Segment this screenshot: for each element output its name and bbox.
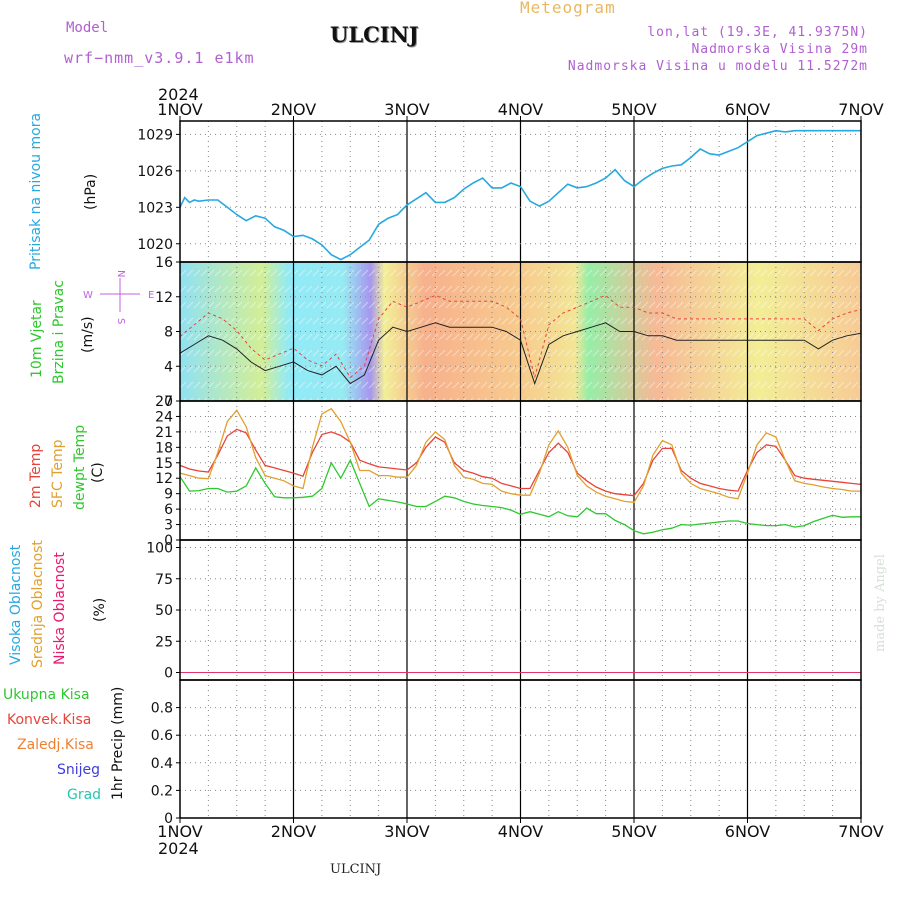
y-tick-label: 16 — [155, 255, 173, 271]
wind-barbs-pattern — [179, 269, 866, 405]
y-tick-label: 15 — [155, 456, 173, 472]
y-tick-label: 12 — [155, 290, 173, 306]
y-tick-label: 25 — [155, 634, 173, 650]
y-tick-label: 0.4 — [151, 756, 173, 772]
y-tick-label: 27 — [155, 394, 173, 410]
wind-compass-icon: N W E S — [83, 270, 154, 324]
altitude-label: Nadmorska Visina 29m — [691, 42, 868, 57]
y-tick-label: 1023 — [137, 200, 173, 216]
x-tick-label-bottom: 1NOV — [157, 822, 202, 841]
x-tick-label-top: 1NOV — [157, 100, 202, 119]
compass-north: N — [115, 270, 126, 277]
y-tick-label: 0 — [164, 811, 173, 827]
y-tick-label: 12 — [155, 471, 173, 487]
year-label-bottom: 2024 — [158, 839, 199, 858]
y-tick-label: 0.8 — [151, 701, 173, 717]
x-tick-label-bottom: 3NOV — [384, 822, 429, 841]
y-tick-label: 9 — [164, 487, 173, 503]
y-tick-label: 0 — [164, 394, 173, 410]
y-tick-label: 1020 — [137, 237, 173, 253]
footer-station: ULCINJ — [330, 862, 382, 877]
x-tick-label-bottom: 7NOV — [838, 822, 883, 841]
y-tick-label: 18 — [155, 440, 173, 456]
wind-speed-line — [179, 322, 862, 386]
lonlat-label: lon,lat (19.3E, 41.9375N) — [647, 25, 868, 40]
y-tick-label: 6 — [164, 502, 173, 518]
x-tick-label-bottom: 5NOV — [611, 822, 656, 841]
y-tick-label: 1026 — [137, 164, 173, 180]
y-tick-label: 21 — [155, 425, 173, 441]
y-tick-label: 0.2 — [151, 783, 173, 799]
precip-total-label: Ukupna Kisa — [3, 687, 90, 703]
meteogram-label: Meteogram — [520, 0, 616, 17]
y-tick-label: 0 — [164, 666, 173, 682]
precip-freezing-label: Zaledj.Kisa — [17, 737, 94, 753]
precip-snow-label: Snijeg — [57, 762, 101, 778]
x-tick-label-bottom: 2NOV — [271, 822, 316, 841]
y-tick-label: 8 — [164, 325, 173, 341]
x-tick-label-top: 5NOV — [611, 100, 656, 119]
x-tick-label-top: 4NOV — [498, 100, 543, 119]
sfc-temp-series-line — [179, 407, 861, 504]
x-tick-label-bottom: 6NOV — [725, 822, 770, 841]
precip-hail-label: Grad — [67, 787, 102, 803]
temp2m-series-line — [179, 428, 862, 497]
y-tick-label: 75 — [155, 572, 173, 588]
y-tick-label: 1029 — [137, 127, 173, 143]
y-tick-label: 24 — [155, 409, 173, 425]
precip-convective-label: Konvek.Kisa — [7, 712, 92, 728]
y-tick-label: 0 — [164, 533, 173, 549]
year-label-top: 2024 — [158, 85, 199, 104]
y-tick-label: 0.6 — [151, 728, 173, 744]
compass-south: S — [115, 318, 126, 324]
y-tick-label: 3 — [164, 518, 173, 534]
x-tick-label-top: 6NOV — [725, 100, 770, 119]
x-tick-label-top: 2NOV — [271, 100, 316, 119]
dewpt-series-line — [179, 458, 861, 535]
x-tick-label-bottom: 4NOV — [498, 822, 543, 841]
model-altitude-label: Nadmorska Visina u modelu 11.5272m — [567, 59, 868, 74]
model-label: Model — [66, 20, 109, 36]
x-tick-label-top: 3NOV — [384, 100, 429, 119]
y-tick-label: 100 — [146, 541, 173, 557]
y-tick-label: 50 — [155, 603, 173, 619]
station-title: ULCINJ — [330, 22, 419, 47]
y-tick-label: 4 — [164, 359, 173, 375]
x-tick-label-top: 7NOV — [838, 100, 883, 119]
compass-east: E — [148, 290, 154, 301]
compass-west: W — [83, 290, 93, 301]
model-name: wrf−nmm_v3.9.1 e1km — [64, 49, 255, 67]
pressure-series-line — [179, 129, 861, 261]
